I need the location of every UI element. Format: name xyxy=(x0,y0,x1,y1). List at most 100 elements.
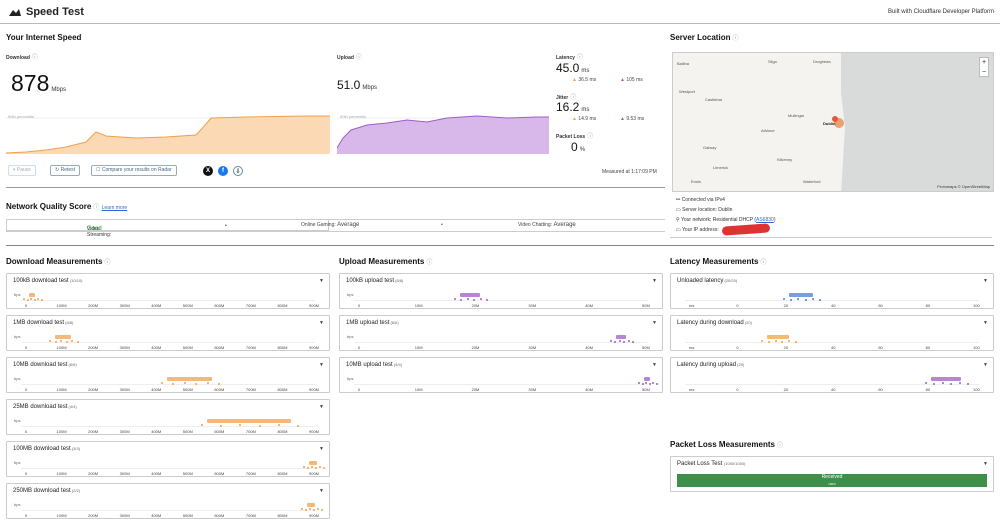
pause-button[interactable]: ⏸ Pause xyxy=(8,165,37,176)
measurement-card[interactable]: Latency during upload (20) ▼ ms 0 20 40 60 80 10… xyxy=(670,357,994,393)
card-count: (4/4) xyxy=(392,362,403,367)
axis-tick-label: 60 xyxy=(878,387,883,392)
measurement-card[interactable]: 250MB download test (2/2) ▼ bps 0 100M 200M 30… xyxy=(6,483,330,519)
axis-tick-label: 0 xyxy=(736,303,739,308)
chevron-down-icon[interactable]: ▼ xyxy=(652,320,657,326)
axis-tick-label: 500M xyxy=(182,513,193,518)
sample-point xyxy=(767,341,770,343)
download-results-icon[interactable]: ⇩ xyxy=(233,166,243,176)
network-quality-title: Network Quality Score ⓘ Learn more xyxy=(6,202,128,211)
axis-tick-label: 100M xyxy=(56,429,67,434)
server-map[interactable]: Ballina Sligo Westport Castlebar Athlone… xyxy=(672,52,994,192)
zoom-controls[interactable]: + − xyxy=(979,57,989,77)
distribution-box xyxy=(29,293,35,297)
sample-point xyxy=(161,382,163,384)
chevron-down-icon[interactable]: ▼ xyxy=(652,278,657,284)
chevron-down-icon[interactable]: ▼ xyxy=(319,362,324,368)
chevron-down-icon[interactable]: ▼ xyxy=(983,320,988,326)
sample-point xyxy=(305,509,307,511)
chevron-down-icon[interactable]: ▼ xyxy=(319,278,324,284)
card-title-text: 250MB download test xyxy=(13,488,71,494)
axis-tick-label: 40M xyxy=(585,387,593,392)
axis-tick-label: 20M xyxy=(471,303,480,308)
sample-point xyxy=(781,341,784,343)
axis-tick-label: 100M xyxy=(56,303,67,308)
sample-point xyxy=(454,298,456,300)
axis-tick-label: 30M xyxy=(528,387,537,392)
axis-tick-label: 700M xyxy=(245,387,256,392)
sample-point xyxy=(303,466,305,468)
axis-tick-label: 50M xyxy=(642,303,650,308)
card-title: 10MB upload test (4/4) xyxy=(346,362,402,368)
facebook-share-icon[interactable]: f xyxy=(218,166,228,176)
sample-point xyxy=(30,298,33,300)
chevron-down-icon[interactable]: ▼ xyxy=(652,362,657,368)
card-title: 10MB download test (6/6) xyxy=(13,362,77,368)
distribution-box xyxy=(55,335,71,339)
chevron-down-icon[interactable]: ▼ xyxy=(983,461,988,467)
axis-tick-label: 800M xyxy=(277,345,288,350)
axis-tick-label: 80 xyxy=(925,345,931,350)
measurement-card[interactable]: Latency during download (20) ▼ ms 0 20 40 60 80… xyxy=(670,315,994,351)
sample-point xyxy=(277,424,280,426)
chevron-down-icon[interactable]: ▼ xyxy=(319,446,324,452)
measurement-card[interactable]: 100MB download test (3/3) ▼ bps 0 100M 200M 30… xyxy=(6,441,330,477)
x-share-icon[interactable]: X xyxy=(203,166,213,176)
measurement-card[interactable]: 25MB download test (4/4) ▼ bps 0 100M 200M 300… xyxy=(6,399,330,435)
axis-tick-label: 200M xyxy=(88,345,99,350)
learn-more-link[interactable]: Learn more xyxy=(101,205,128,211)
distribution-box xyxy=(644,377,650,381)
axis-tick-label: 500M xyxy=(182,429,193,434)
measurement-card[interactable]: 1MB upload test (6/6) ▼ bps 0 10M 20M 30M 40M 50… xyxy=(339,315,663,351)
chevron-down-icon[interactable]: ▼ xyxy=(319,320,324,326)
axis-tick-label: 200M xyxy=(88,387,99,392)
measurement-card[interactable]: 100kB download test (10/10) ▼ bps 0 100M 200M… xyxy=(6,273,330,309)
card-title-text: 10MB download test xyxy=(13,362,68,368)
axis-line xyxy=(21,468,315,469)
retest-button[interactable]: ↻ Retest xyxy=(50,165,81,176)
sample-point xyxy=(638,382,640,384)
card-count: (4/4) xyxy=(67,404,77,409)
sample-point xyxy=(195,383,198,385)
sample-point xyxy=(790,299,793,301)
axis-line xyxy=(21,426,315,427)
sample-point xyxy=(33,299,36,301)
axis-tick-label: 50M xyxy=(642,387,650,392)
sample-point xyxy=(239,424,242,426)
asn-link[interactable]: AS6830 xyxy=(756,217,774,223)
axis-line xyxy=(354,300,648,301)
sample-point xyxy=(54,341,57,343)
axis-tick-label: 10M xyxy=(414,387,423,392)
axis-tick-label: 900M xyxy=(309,303,320,308)
sample-point xyxy=(218,383,220,385)
sample-point xyxy=(486,299,488,301)
chevron-down-icon[interactable]: ▼ xyxy=(983,278,988,284)
measurement-card[interactable]: 10MB download test (6/6) ▼ bps 0 100M 200M 300… xyxy=(6,357,330,393)
distribution-box xyxy=(309,461,317,465)
connected-via: ⚯ Connected via IPv4 xyxy=(676,197,725,203)
upload-label: Upload ⓘ xyxy=(337,55,362,61)
measurement-card[interactable]: 100kB upload test (8/8) ▼ bps 0 10M 20M 30M 40M… xyxy=(339,273,663,309)
built-with-text[interactable]: Built with Cloudflare Developer Platform xyxy=(887,9,994,15)
axis-tick-label: 300M xyxy=(119,345,130,350)
card-title: Latency during upload (20) xyxy=(677,362,744,368)
network-text: ⚲ Your network: Residential DHCP (AS6830… xyxy=(676,217,776,223)
chevron-down-icon[interactable]: ▼ xyxy=(319,404,324,410)
axis-tick-label: 20 xyxy=(783,345,789,350)
axis-tick-label: 0 xyxy=(25,513,28,518)
download-value: 878 Mbps xyxy=(11,70,67,96)
measurement-card[interactable]: 10MB upload test (4/4) ▼ bps 0 10M 20M 30M 40M 5… xyxy=(339,357,663,393)
sample-point xyxy=(804,299,807,301)
measurement-card[interactable]: Unloaded latency (20/20) ▼ ms 0 20 40 60 80 100 xyxy=(670,273,994,309)
sample-point xyxy=(323,467,325,469)
measurement-card[interactable]: 1MB download test (8/8) ▼ bps 0 100M 200M 300M… xyxy=(6,315,330,351)
sample-point xyxy=(648,383,651,385)
compare-radar-button[interactable]: ☐ Compare your results on Radar xyxy=(91,165,177,176)
axis-tick-label: 200M xyxy=(88,513,99,518)
axis-unit: bps xyxy=(14,460,21,465)
distribution-box xyxy=(307,503,315,507)
axis-tick-label: ms xyxy=(689,387,695,392)
axis-tick-label: 500M xyxy=(182,303,193,308)
chevron-down-icon[interactable]: ▼ xyxy=(319,488,324,494)
chevron-down-icon[interactable]: ▼ xyxy=(983,362,988,368)
